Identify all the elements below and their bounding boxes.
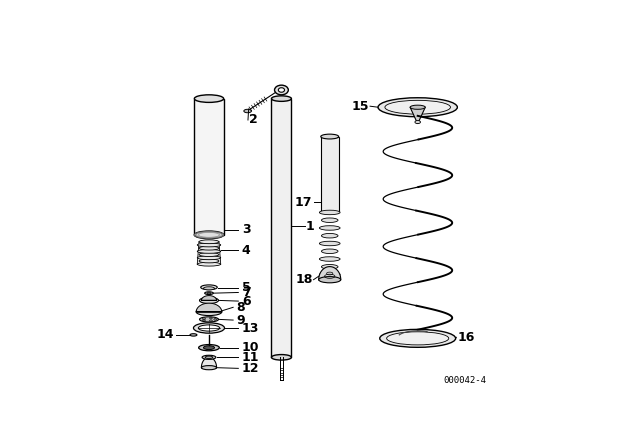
Ellipse shape [321, 233, 338, 238]
Text: 18: 18 [295, 273, 312, 286]
Ellipse shape [200, 317, 218, 322]
Ellipse shape [204, 287, 214, 290]
Bar [271, 99, 291, 358]
Ellipse shape [202, 355, 216, 359]
Text: 10: 10 [242, 341, 259, 354]
Ellipse shape [207, 293, 211, 294]
Text: 11: 11 [242, 351, 259, 364]
Ellipse shape [202, 366, 216, 370]
Ellipse shape [378, 98, 458, 117]
Ellipse shape [199, 253, 219, 256]
Ellipse shape [209, 317, 212, 319]
Ellipse shape [214, 319, 216, 320]
Ellipse shape [244, 109, 252, 113]
Text: 5: 5 [242, 281, 250, 294]
Ellipse shape [321, 264, 338, 269]
Text: 9: 9 [237, 314, 245, 327]
Text: 1: 1 [305, 220, 314, 233]
Polygon shape [202, 358, 216, 368]
Ellipse shape [410, 105, 425, 109]
Ellipse shape [199, 259, 219, 263]
Polygon shape [196, 303, 221, 312]
Text: 000042-4: 000042-4 [444, 376, 486, 385]
Text: 8: 8 [237, 301, 245, 314]
Ellipse shape [319, 210, 340, 215]
Ellipse shape [195, 231, 223, 239]
Ellipse shape [319, 257, 340, 261]
Ellipse shape [198, 325, 220, 331]
Ellipse shape [203, 319, 205, 321]
Ellipse shape [204, 346, 214, 349]
Ellipse shape [319, 226, 340, 230]
Ellipse shape [197, 250, 221, 253]
Ellipse shape [321, 134, 339, 139]
Text: 7: 7 [242, 286, 250, 299]
Ellipse shape [203, 318, 205, 319]
Ellipse shape [385, 100, 451, 114]
Polygon shape [319, 267, 340, 280]
Ellipse shape [319, 272, 340, 277]
Ellipse shape [198, 345, 220, 351]
Ellipse shape [199, 246, 219, 250]
Ellipse shape [380, 329, 456, 347]
Ellipse shape [193, 323, 225, 333]
Ellipse shape [195, 95, 223, 103]
Polygon shape [202, 296, 216, 301]
Text: 3: 3 [242, 223, 250, 236]
Ellipse shape [415, 121, 420, 124]
Text: 13: 13 [242, 322, 259, 335]
Ellipse shape [321, 249, 338, 254]
Ellipse shape [319, 241, 340, 246]
Ellipse shape [321, 218, 338, 223]
Ellipse shape [190, 334, 197, 336]
Ellipse shape [278, 88, 285, 92]
Text: 4: 4 [242, 244, 250, 257]
Ellipse shape [197, 243, 221, 247]
Text: 16: 16 [458, 331, 475, 344]
Ellipse shape [209, 320, 212, 322]
Text: 12: 12 [242, 362, 259, 375]
Bar [195, 99, 223, 235]
Ellipse shape [197, 256, 221, 260]
Ellipse shape [271, 354, 291, 360]
Bar [321, 137, 339, 212]
Ellipse shape [387, 332, 449, 345]
Ellipse shape [199, 240, 219, 244]
Ellipse shape [275, 85, 289, 95]
Text: 14: 14 [157, 328, 175, 341]
Ellipse shape [201, 285, 217, 290]
Ellipse shape [205, 292, 213, 294]
Ellipse shape [205, 356, 212, 358]
Ellipse shape [271, 96, 291, 101]
Polygon shape [410, 107, 425, 124]
Text: 6: 6 [242, 295, 250, 308]
Ellipse shape [319, 276, 340, 283]
Ellipse shape [197, 262, 221, 266]
Text: 17: 17 [295, 196, 312, 209]
Ellipse shape [200, 297, 218, 303]
Ellipse shape [196, 308, 222, 315]
Text: 2: 2 [249, 113, 257, 126]
Text: 15: 15 [352, 100, 369, 113]
